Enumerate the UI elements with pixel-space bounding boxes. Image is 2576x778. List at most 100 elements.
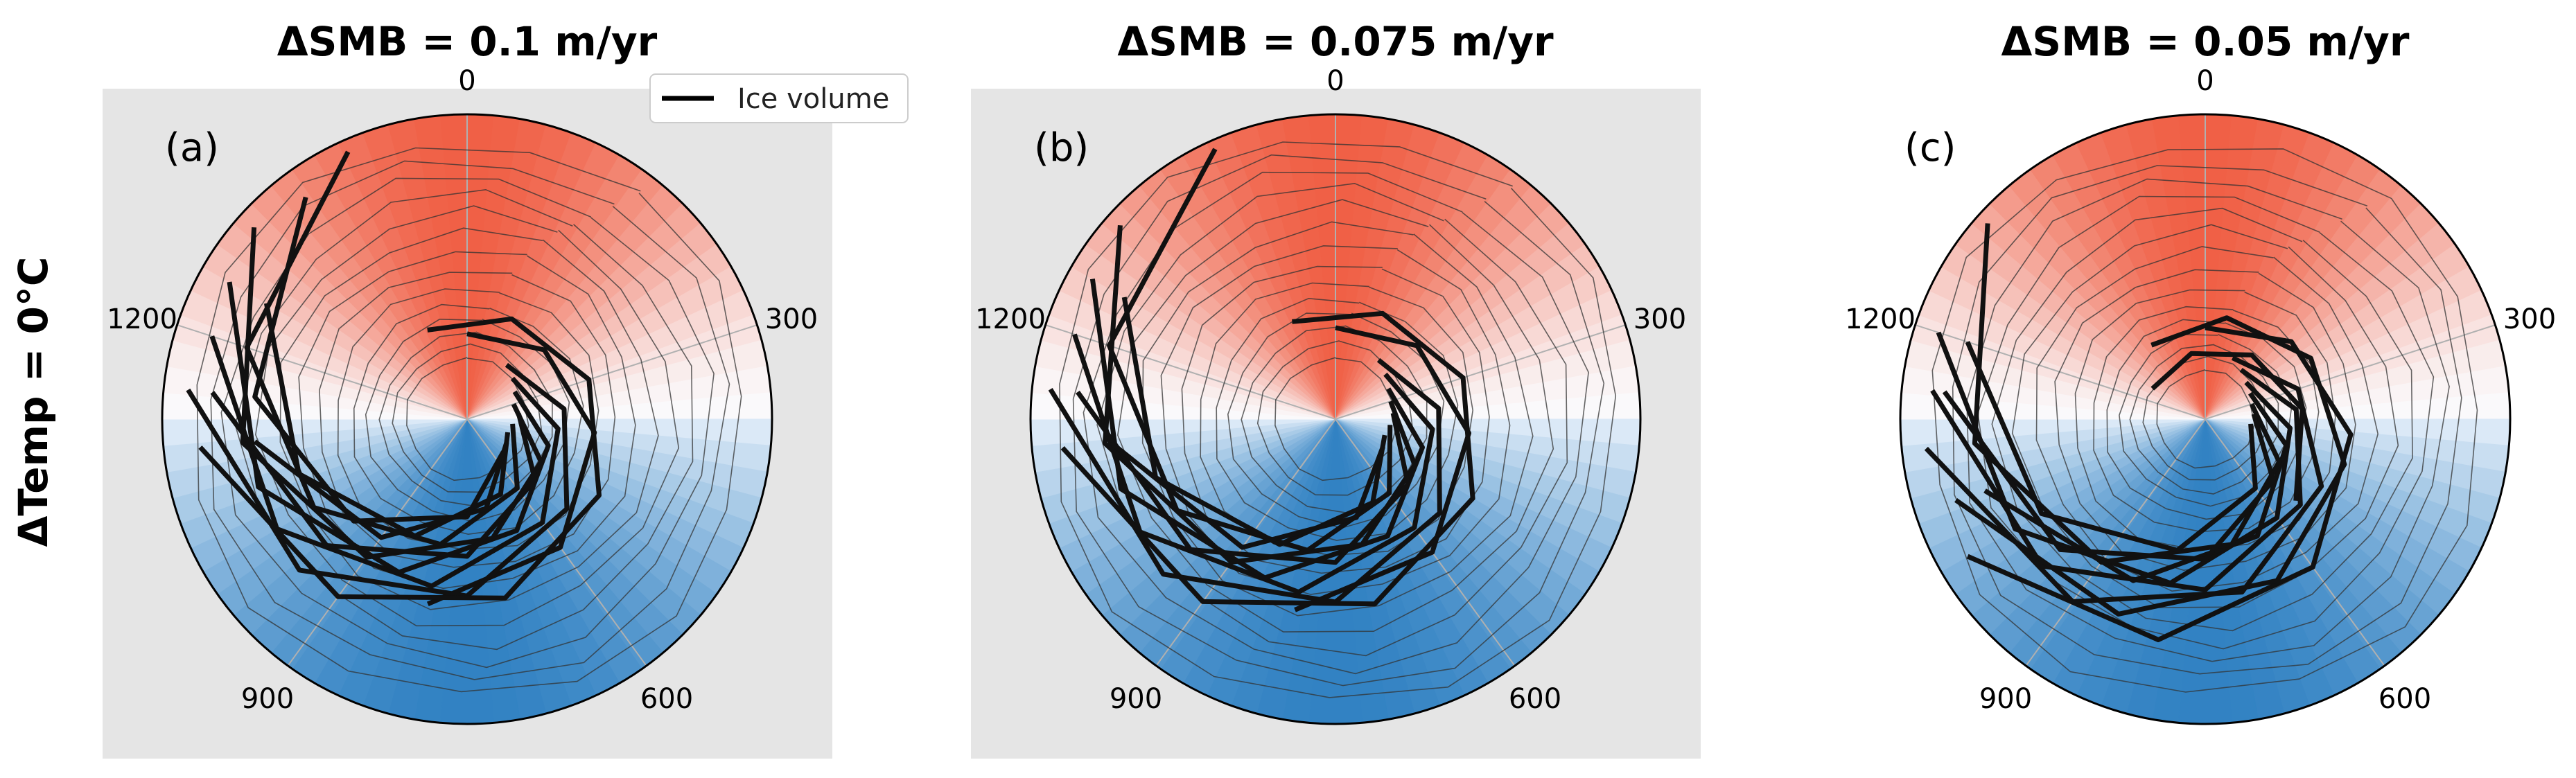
contour-line bbox=[1072, 154, 1605, 687]
legend-entry-ice-volume: Ice volume bbox=[737, 83, 889, 115]
tick-label-900: 900 bbox=[241, 683, 294, 715]
ice-volume-line bbox=[1930, 367, 2303, 592]
contour-line bbox=[1931, 148, 2478, 693]
panel-title: ΔSMB = 0.1 m/yr bbox=[277, 18, 658, 65]
contour-line bbox=[2106, 319, 2307, 520]
row-label: ΔTemp = 0°C bbox=[10, 257, 57, 547]
panel-letter: (c) bbox=[1904, 125, 1956, 170]
panel-1: 0 300 600 900 1200 ΔSMB = 0.075 m/yr (b) bbox=[971, 18, 1701, 759]
contour-line bbox=[1274, 357, 1398, 481]
grid-spoke bbox=[177, 324, 468, 420]
tick-label-600: 600 bbox=[1509, 683, 1561, 715]
contour-line bbox=[196, 147, 742, 693]
ice-volume-line bbox=[252, 196, 506, 524]
contour-line bbox=[254, 205, 680, 627]
polar-frame bbox=[1029, 113, 1642, 725]
ice-volume-line bbox=[1048, 357, 1442, 605]
ice-volume-line bbox=[1060, 310, 1475, 607]
contour-line bbox=[210, 160, 730, 680]
ice-volume-line bbox=[1924, 355, 2324, 604]
ice-volume-line bbox=[1965, 341, 2258, 553]
contour-line bbox=[2011, 224, 2399, 608]
ice-volume-line bbox=[240, 227, 544, 560]
panel-2: 0 300 600 900 1200 ΔSMB = 0.05 m/yr (c) bbox=[1845, 18, 2556, 725]
ice-volume-line bbox=[2150, 351, 2305, 502]
contour-line bbox=[279, 227, 659, 610]
contour-line bbox=[2093, 306, 2320, 533]
panels: 0 300 600 900 1200 ΔSMB = 0.1 m/yr (a) 0 300 600 9… bbox=[103, 18, 2556, 759]
contour-line bbox=[378, 331, 553, 507]
ice-volume-line bbox=[1076, 390, 1411, 565]
contour-line bbox=[1083, 171, 1589, 675]
tick-label-900: 900 bbox=[1110, 683, 1162, 715]
ice-volume-line bbox=[1972, 223, 2282, 565]
grid-spoke bbox=[1045, 324, 1336, 420]
panel-title: ΔSMB = 0.05 m/yr bbox=[2001, 18, 2410, 65]
contour-line bbox=[1141, 221, 1534, 617]
tick-label-600: 600 bbox=[2378, 683, 2431, 715]
tick-label-0: 0 bbox=[1326, 65, 1344, 97]
ice-volume-line bbox=[186, 362, 570, 599]
tick-label-300: 300 bbox=[765, 303, 818, 335]
contour-line bbox=[1059, 141, 1617, 698]
tick-label-0: 0 bbox=[2196, 65, 2214, 97]
ice-volume-series bbox=[1048, 148, 1475, 612]
ice-volume-line bbox=[244, 150, 520, 547]
tick-label-0: 0 bbox=[458, 65, 475, 97]
grid-spoke bbox=[1335, 418, 1516, 666]
tick-label-900: 900 bbox=[1979, 683, 2032, 715]
ice-volume-line bbox=[1942, 390, 2276, 562]
ice-volume-series bbox=[186, 150, 602, 607]
contour-line bbox=[406, 357, 529, 481]
grid-spoke bbox=[2025, 418, 2206, 666]
panel-letter: (b) bbox=[1034, 125, 1089, 170]
contour-line bbox=[2054, 269, 2356, 572]
ice-volume-line bbox=[1072, 333, 1435, 595]
legend-frame bbox=[649, 73, 909, 123]
contour-line bbox=[234, 188, 694, 651]
ice-volume-line bbox=[209, 335, 561, 589]
ice-volume-line bbox=[1102, 225, 1417, 565]
contour-line bbox=[1241, 325, 1428, 513]
contour-line bbox=[1116, 199, 1554, 633]
legend: Ice volume bbox=[649, 73, 909, 123]
ice-volume-line bbox=[198, 316, 602, 601]
ice-volume-line bbox=[263, 303, 511, 539]
tick-label-600: 600 bbox=[640, 683, 693, 715]
polar-frame bbox=[1899, 113, 2512, 725]
panel-0: 0 300 600 900 1200 ΔSMB = 0.1 m/yr (a) bbox=[103, 18, 832, 759]
polar-frame bbox=[161, 113, 773, 725]
ice-volume-line bbox=[1110, 441, 1385, 550]
ice-volume-line bbox=[210, 391, 538, 559]
tick-label-300: 300 bbox=[1633, 303, 1686, 335]
grid-spoke bbox=[1335, 324, 1626, 420]
contour-lines bbox=[1059, 141, 1617, 698]
ice-volume-series bbox=[1924, 223, 2354, 642]
tick-label-1200: 1200 bbox=[975, 303, 1046, 335]
contour-line bbox=[353, 303, 584, 536]
contour-line bbox=[2156, 369, 2255, 469]
panel-letter: (a) bbox=[165, 125, 219, 170]
contour-line bbox=[2074, 289, 2336, 550]
contour-line bbox=[2035, 246, 2379, 592]
contour-line bbox=[319, 272, 616, 568]
tick-label-1200: 1200 bbox=[1845, 303, 1916, 335]
panel-title: ΔSMB = 0.075 m/yr bbox=[1117, 18, 1554, 65]
contour-line bbox=[1227, 312, 1445, 529]
tick-label-300: 300 bbox=[2503, 303, 2556, 335]
contour-line bbox=[392, 343, 543, 493]
contour-line bbox=[1181, 265, 1490, 574]
ice-volume-line bbox=[1954, 315, 2347, 617]
ice-volume-line bbox=[1121, 297, 1387, 547]
ice-volume-line bbox=[253, 439, 509, 540]
grid-spoke bbox=[2205, 418, 2385, 666]
tick-label-1200: 1200 bbox=[107, 303, 177, 335]
contour-line bbox=[1952, 165, 2462, 675]
contour-line bbox=[1096, 182, 1568, 657]
grid-spoke bbox=[1155, 418, 1336, 666]
contour-line bbox=[1216, 297, 1459, 541]
contour-line bbox=[1256, 340, 1414, 496]
contour-line bbox=[1966, 178, 2450, 662]
contour-line bbox=[1977, 195, 2435, 650]
